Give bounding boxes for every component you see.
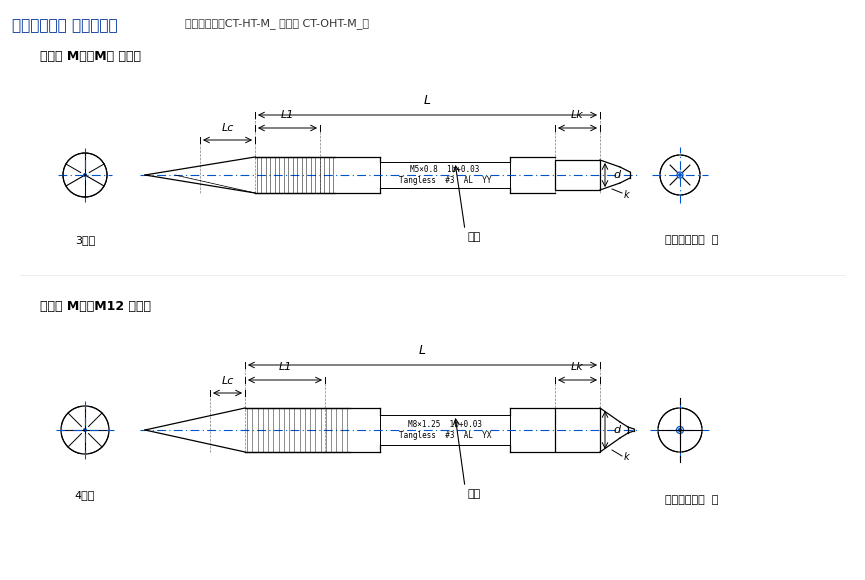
Text: Lk: Lk — [571, 362, 584, 372]
Text: 4枚刃: 4枚刃 — [74, 490, 95, 500]
Text: センター形状  凹: センター形状 凹 — [665, 495, 718, 505]
Text: Lc: Lc — [221, 123, 234, 133]
Circle shape — [83, 428, 87, 432]
Text: Lk: Lk — [571, 110, 584, 120]
Text: サイズ M２～M５ の形状: サイズ M２～M５ の形状 — [40, 50, 141, 63]
Text: L: L — [419, 344, 426, 357]
Text: 3枚刃: 3枚刃 — [75, 235, 95, 245]
Text: d: d — [613, 425, 620, 435]
Text: L1: L1 — [279, 362, 292, 372]
Text: Lc: Lc — [221, 376, 234, 386]
Circle shape — [679, 174, 682, 176]
Bar — [380, 415, 510, 445]
Text: k: k — [624, 452, 630, 462]
Circle shape — [83, 173, 87, 177]
Text: d: d — [613, 170, 620, 180]
Text: M5×0.8  1b+0.03
Tangless  #3  AL  YY: M5×0.8 1b+0.03 Tangless #3 AL YY — [399, 165, 491, 184]
Bar — [380, 162, 510, 188]
Text: ハンドタップ 共通仕様図: ハンドタップ 共通仕様図 — [12, 18, 118, 33]
Text: サイズ M６～M12 の形状: サイズ M６～M12 の形状 — [40, 300, 151, 313]
Text: 刻印: 刻印 — [467, 232, 480, 242]
Circle shape — [678, 429, 682, 432]
Text: L: L — [424, 94, 431, 107]
Text: k: k — [624, 190, 630, 200]
Text: M8×1.25  1b+0.03
Tangless  #3  AL  YX: M8×1.25 1b+0.03 Tangless #3 AL YX — [399, 420, 491, 440]
Text: 刻印: 刻印 — [467, 489, 480, 499]
Text: L1: L1 — [281, 110, 294, 120]
Bar — [555, 160, 600, 190]
Text: センター形状  凸: センター形状 凸 — [665, 235, 718, 245]
Bar — [555, 408, 600, 452]
Text: （製品番号：CT-HT-M_ および CT-OHT-M_）: （製品番号：CT-HT-M_ および CT-OHT-M_） — [185, 18, 369, 29]
